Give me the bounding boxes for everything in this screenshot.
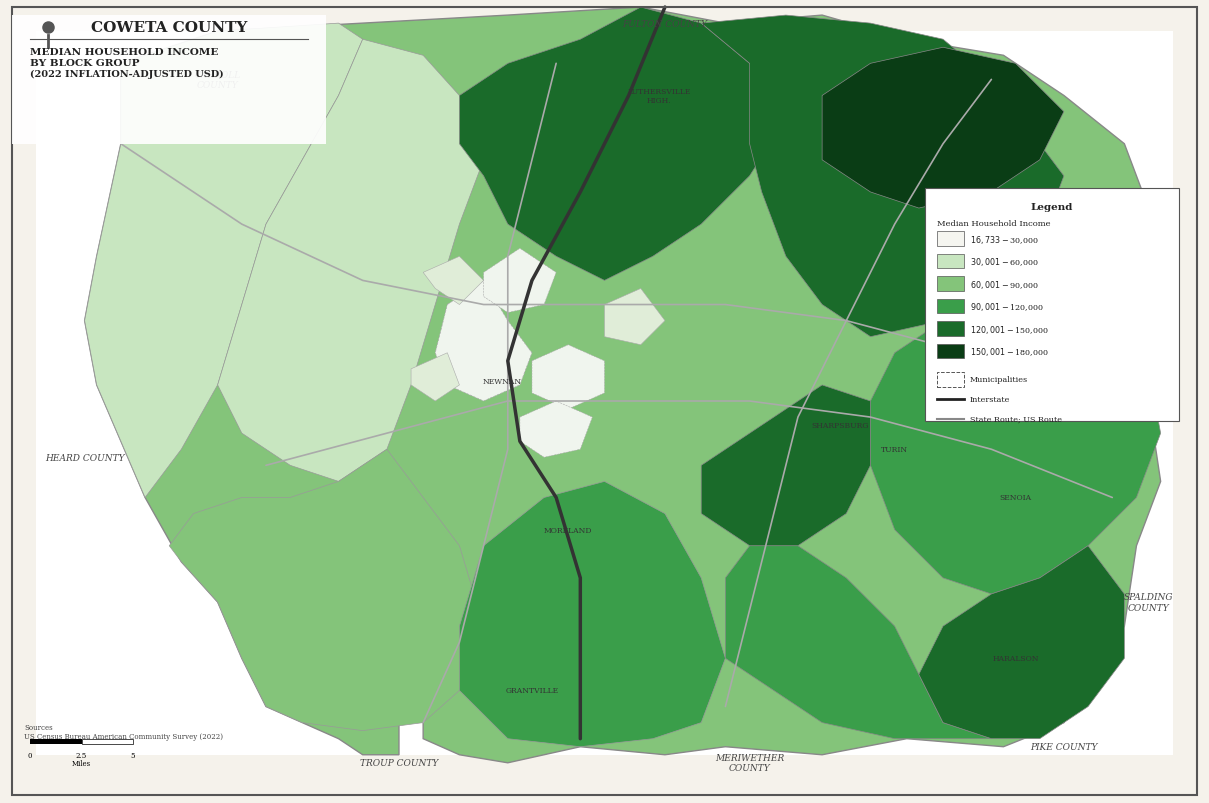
Polygon shape	[423, 257, 484, 305]
Text: BY BLOCK GROUP: BY BLOCK GROUP	[30, 59, 140, 68]
Polygon shape	[701, 16, 1064, 337]
Bar	[937, 232, 964, 247]
Text: TURIN: TURIN	[881, 446, 908, 454]
Text: $120,001 - $150,000: $120,001 - $150,000	[970, 324, 1048, 335]
FancyBboxPatch shape	[12, 16, 326, 145]
Text: FULTON COUNTY: FULTON COUNTY	[623, 19, 707, 29]
Bar	[30, 740, 82, 744]
Text: FAYETTE
COUNTY: FAYETTE COUNTY	[1042, 376, 1086, 395]
Text: (2022 INFLATION-ADJUSTED USD): (2022 INFLATION-ADJUSTED USD)	[30, 70, 224, 79]
Text: MEDIAN HOUSEHOLD INCOME: MEDIAN HOUSEHOLD INCOME	[30, 47, 219, 57]
Text: $16,733 - $30,000: $16,733 - $30,000	[970, 234, 1039, 245]
Text: SPALDING
COUNTY: SPALDING COUNTY	[1123, 593, 1174, 612]
Text: Median Household Income: Median Household Income	[937, 219, 1051, 227]
Polygon shape	[459, 482, 725, 747]
Text: $30,001 - $60,000: $30,001 - $60,000	[970, 256, 1039, 267]
Polygon shape	[725, 546, 991, 739]
Text: Interstate: Interstate	[970, 396, 1010, 404]
Bar	[937, 373, 964, 387]
Text: 0: 0	[28, 751, 33, 759]
Text: State Route; US Route: State Route; US Route	[970, 415, 1062, 423]
Text: HARALSON: HARALSON	[993, 654, 1039, 662]
Polygon shape	[218, 40, 484, 482]
Bar	[937, 344, 964, 359]
Polygon shape	[459, 8, 786, 281]
Bar	[937, 255, 964, 269]
Polygon shape	[169, 450, 484, 731]
Text: MORELAND: MORELAND	[544, 526, 592, 534]
Text: $60,001 - $90,000: $60,001 - $90,000	[970, 279, 1039, 290]
Polygon shape	[701, 385, 870, 546]
Polygon shape	[435, 281, 532, 402]
Text: COWETA COUNTY: COWETA COUNTY	[91, 21, 247, 35]
Text: GRANTVILLE: GRANTVILLE	[505, 687, 559, 695]
Text: $150,001 - $180,000: $150,001 - $180,000	[970, 346, 1048, 357]
Polygon shape	[85, 8, 1161, 763]
Polygon shape	[85, 24, 363, 498]
Text: TROUP COUNTY: TROUP COUNTY	[360, 758, 438, 768]
Text: Miles: Miles	[73, 759, 91, 767]
Text: 5: 5	[131, 751, 135, 759]
Text: LUTHERSVILLE
HIGH.: LUTHERSVILLE HIGH.	[627, 88, 690, 105]
Polygon shape	[411, 353, 459, 402]
Text: Sources
US Census Bureau American Community Survey (2022): Sources US Census Bureau American Commun…	[24, 723, 224, 740]
Text: SENOIA: SENOIA	[1000, 494, 1031, 502]
Bar	[82, 740, 133, 744]
Polygon shape	[520, 402, 592, 458]
FancyBboxPatch shape	[36, 32, 1173, 755]
Polygon shape	[822, 48, 1064, 209]
Text: $90,001 - $120,000: $90,001 - $120,000	[970, 301, 1043, 312]
Polygon shape	[919, 546, 1124, 739]
Text: HEARD COUNTY: HEARD COUNTY	[45, 453, 125, 463]
Text: Legend: Legend	[1030, 202, 1074, 212]
Bar	[937, 277, 964, 291]
Bar	[937, 322, 964, 336]
Text: MERIWETHER
COUNTY: MERIWETHER COUNTY	[715, 753, 785, 772]
Text: Municipalities: Municipalities	[970, 376, 1028, 384]
FancyBboxPatch shape	[925, 189, 1179, 422]
Text: CARROLL
COUNTY: CARROLL COUNTY	[195, 71, 241, 90]
Text: SHARPSBURG: SHARPSBURG	[811, 422, 869, 430]
Bar	[937, 300, 964, 314]
Text: PIKE COUNTY: PIKE COUNTY	[1030, 742, 1098, 752]
Text: NEWNAN: NEWNAN	[482, 377, 521, 385]
Polygon shape	[870, 193, 1161, 594]
Polygon shape	[484, 249, 556, 313]
Polygon shape	[532, 345, 604, 410]
Polygon shape	[604, 289, 665, 345]
Text: 2.5: 2.5	[76, 751, 87, 759]
